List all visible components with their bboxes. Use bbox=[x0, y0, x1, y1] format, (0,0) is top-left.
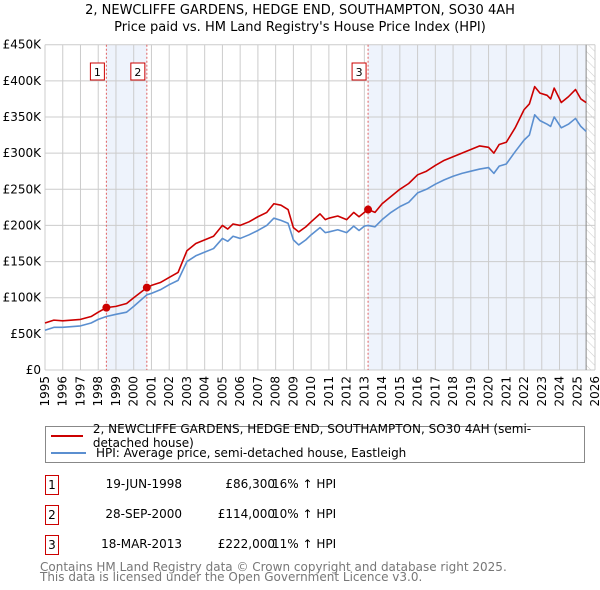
x-tick-label: 2015 bbox=[393, 376, 407, 407]
transaction-date: 28-SEP-2000 bbox=[105, 507, 182, 521]
property-series-line bbox=[44, 85, 587, 324]
transaction-price: £114,000 bbox=[217, 507, 275, 521]
footer-copyright: Contains HM Land Registry data © Crown c… bbox=[40, 560, 507, 574]
legend-item-property: 2, NEWCLIFFE GARDENS, HEDGE END, SOUTHAM… bbox=[46, 422, 584, 450]
x-tick-label: 1995 bbox=[38, 376, 52, 407]
legend-item-hpi: HPI: Average price, semi-detached house,… bbox=[46, 445, 406, 461]
sale-point bbox=[102, 303, 111, 312]
x-tick-label: 2025 bbox=[570, 376, 584, 407]
hpi-series-line bbox=[44, 114, 587, 332]
transaction-row: 2 28-SEP-2000 £114,000 10% ↑ HPI bbox=[45, 505, 445, 525]
shaded-range bbox=[106, 44, 147, 370]
x-tick-label: 2007 bbox=[251, 376, 265, 407]
sale-label-box bbox=[89, 62, 105, 81]
x-tick-label: 2026 bbox=[588, 376, 600, 407]
transaction-price: £222,000 bbox=[217, 537, 275, 551]
y-tick-label: £250K bbox=[3, 182, 43, 196]
sale-label-box bbox=[130, 62, 146, 81]
price-chart: 1995 1996 1997 1998 1999 2000 2001 2002 2003 2004… bbox=[3, 38, 600, 407]
x-tick-label: 2024 bbox=[553, 376, 567, 407]
shaded-range bbox=[368, 44, 587, 370]
chart-subtitle: Price paid vs. HM Land Registry's House … bbox=[114, 20, 486, 35]
x-tick-label: 2009 bbox=[286, 376, 300, 407]
sale-label: 1 bbox=[94, 66, 101, 79]
y-tick-label: £350K bbox=[3, 110, 43, 124]
x-tick-label: 2006 bbox=[233, 376, 247, 407]
x-tick-label: 2013 bbox=[357, 376, 371, 407]
y-tick-label: £400K bbox=[3, 74, 43, 88]
x-tick-label: 2011 bbox=[322, 376, 336, 407]
chart-title: 2, NEWCLIFFE GARDENS, HEDGE END, SOUTHAM… bbox=[85, 3, 515, 18]
legend-label-hpi: HPI: Average price, semi-detached house,… bbox=[96, 446, 407, 460]
transaction-hpi: 11% ↑ HPI bbox=[272, 537, 337, 551]
y-tick-label: £50K bbox=[10, 327, 42, 341]
x-tick-label: 2010 bbox=[304, 376, 318, 407]
sale-label: 2 bbox=[134, 66, 141, 79]
y-tick-label: £300K bbox=[3, 146, 43, 160]
y-tick-label: £150K bbox=[3, 255, 43, 269]
transaction-row: 3 18-MAR-2013 £222,000 11% ↑ HPI bbox=[45, 535, 445, 555]
sale-point bbox=[142, 283, 151, 292]
sale-label-box bbox=[351, 62, 367, 81]
x-tick-label: 2018 bbox=[446, 376, 460, 407]
x-tick-label: 2001 bbox=[144, 376, 158, 407]
y-tick-label: £100K bbox=[3, 291, 43, 305]
legend-swatch-hpi bbox=[51, 452, 86, 454]
x-tick-label: 2005 bbox=[215, 376, 229, 407]
transaction-date: 19-JUN-1998 bbox=[105, 477, 182, 491]
transaction-row: 1 19-JUN-1998 £86,300 16% ↑ HPI bbox=[45, 475, 445, 495]
x-tick-label: 1999 bbox=[109, 376, 123, 407]
sale-label: 3 bbox=[356, 66, 363, 79]
x-tick-label: 2002 bbox=[162, 376, 176, 407]
x-tick-label: 2023 bbox=[535, 376, 549, 407]
sale-point bbox=[364, 205, 373, 214]
transaction-marker: 3 bbox=[45, 535, 59, 555]
x-tick-label: 2000 bbox=[127, 376, 141, 407]
y-tick-label: £200K bbox=[3, 218, 43, 232]
x-tick-label: 2019 bbox=[464, 376, 478, 407]
legend: 2, NEWCLIFFE GARDENS, HEDGE END, SOUTHAM… bbox=[45, 422, 585, 463]
y-tick-label: £450K bbox=[3, 38, 43, 52]
x-tick-label: 1996 bbox=[56, 376, 70, 407]
x-tick-label: 2022 bbox=[517, 376, 531, 407]
transaction-price: £86,300 bbox=[225, 477, 275, 491]
x-tick-label: 2012 bbox=[340, 376, 354, 407]
transaction-hpi: 16% ↑ HPI bbox=[272, 477, 337, 491]
x-tick-label: 2016 bbox=[411, 376, 425, 407]
transaction-marker: 2 bbox=[45, 505, 59, 525]
x-tick-label: 1997 bbox=[73, 376, 87, 407]
transaction-marker: 1 bbox=[45, 475, 59, 495]
x-tick-label: 2008 bbox=[269, 376, 283, 407]
x-tick-label: 1998 bbox=[91, 376, 105, 407]
transaction-hpi: 10% ↑ HPI bbox=[272, 507, 337, 521]
x-tick-label: 2020 bbox=[482, 376, 496, 407]
transaction-date: 18-MAR-2013 bbox=[101, 537, 182, 551]
y-tick-label: £0 bbox=[26, 363, 41, 377]
x-tick-label: 2014 bbox=[375, 376, 389, 407]
footer-licence: This data is licensed under the Open Gov… bbox=[40, 570, 423, 584]
future-hatch bbox=[586, 44, 595, 370]
x-tick-label: 2004 bbox=[198, 376, 212, 407]
x-tick-label: 2017 bbox=[428, 376, 442, 407]
legend-swatch-property bbox=[51, 435, 83, 437]
legend-label-property: 2, NEWCLIFFE GARDENS, HEDGE END, SOUTHAM… bbox=[92, 422, 532, 450]
x-tick-label: 2021 bbox=[499, 376, 513, 407]
x-tick-label: 2003 bbox=[180, 376, 194, 407]
